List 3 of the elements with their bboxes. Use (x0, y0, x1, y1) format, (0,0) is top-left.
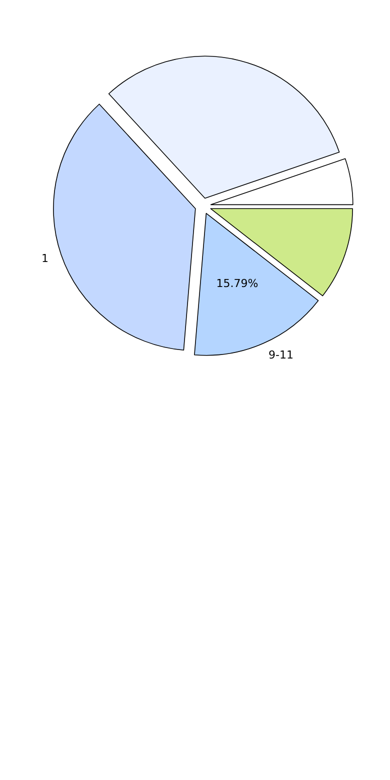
data-label: 15.79% (216, 277, 258, 290)
slice-label: 9-11 (268, 348, 294, 362)
slice-label: 1 (42, 252, 49, 266)
